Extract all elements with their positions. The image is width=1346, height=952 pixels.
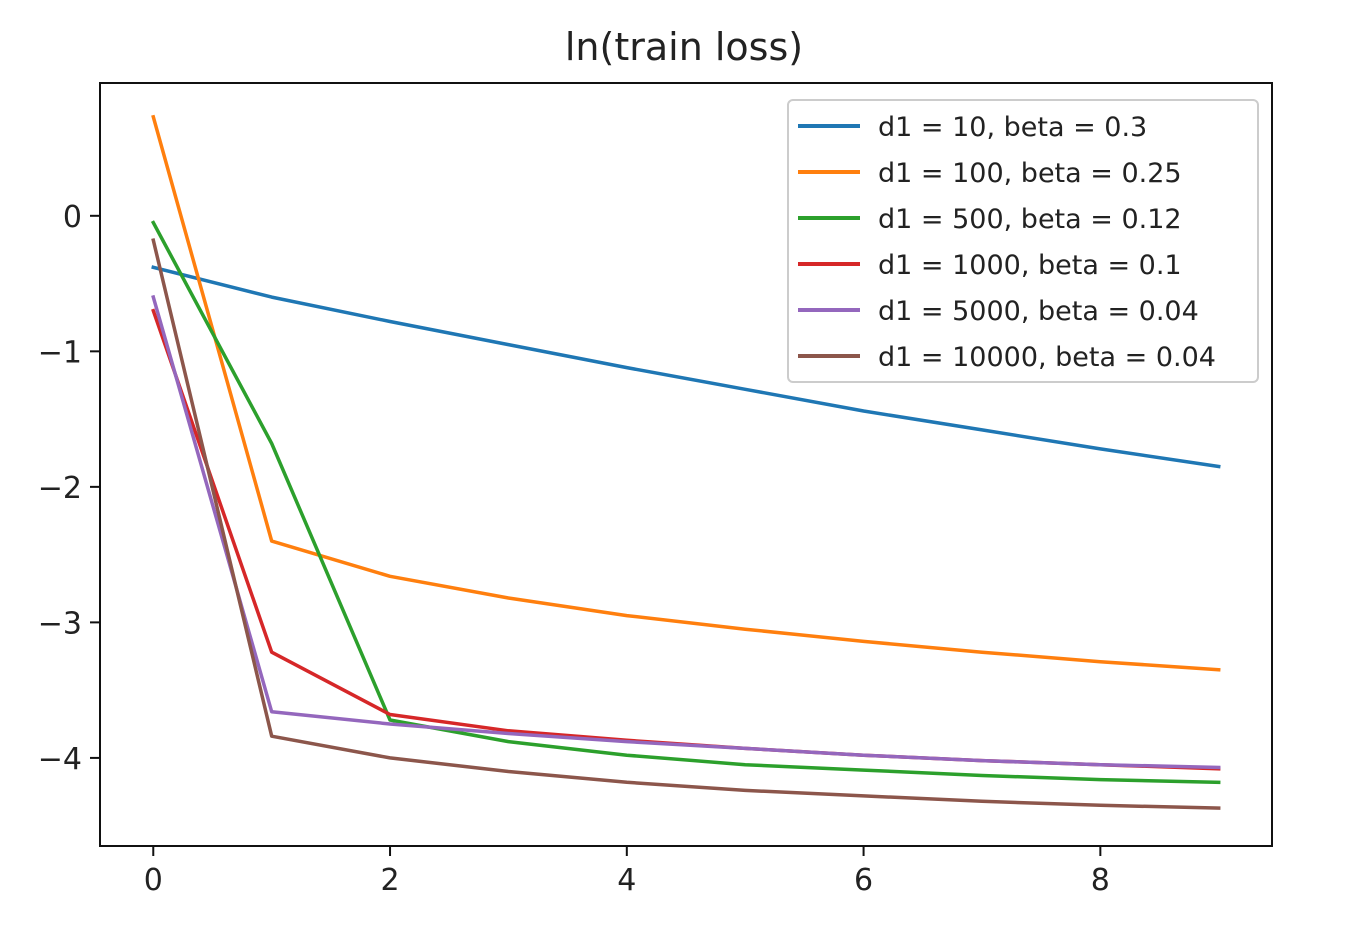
legend: d1 = 10, beta = 0.3 d1 = 100, beta = 0.25… (787, 99, 1259, 383)
series-line-5 (151, 238, 1221, 810)
legend-label-2: d1 = 500, beta = 0.12 (878, 204, 1182, 235)
y-tick-label: 0 (63, 200, 82, 235)
legend-label-1: d1 = 100, beta = 0.25 (878, 158, 1182, 189)
x-tick-label: 2 (380, 863, 399, 898)
series-line-2 (150, 220, 1221, 785)
series-line-0 (151, 265, 1221, 469)
plot-frame (99, 82, 1273, 847)
legend-label-3: d1 = 1000, beta = 0.1 (878, 250, 1182, 281)
series-layer (150, 114, 1221, 810)
x-tick-label: 8 (1091, 863, 1110, 898)
x-tick-label: 6 (854, 863, 873, 898)
x-tick-label: 4 (617, 863, 636, 898)
y-tick-label: −1 (38, 335, 82, 370)
legend-box (787, 99, 1259, 383)
legend-label-0: d1 = 10, beta = 0.3 (878, 112, 1147, 143)
chart-title: ln(train loss) (565, 25, 803, 69)
y-tick-label: −2 (38, 471, 82, 506)
y-tick-label: −4 (38, 742, 82, 777)
series-line-1 (151, 114, 1221, 672)
y-tick-label: −3 (38, 606, 82, 641)
x-axis: 0 2 4 6 8 (144, 846, 1110, 898)
y-axis: 0 −1 −2 −3 −4 (38, 200, 100, 777)
x-tick-label: 0 (144, 863, 163, 898)
legend-label-4: d1 = 5000, beta = 0.04 (878, 296, 1199, 327)
series-line-4 (151, 294, 1221, 770)
legend-label-5: d1 = 10000, beta = 0.04 (878, 342, 1216, 373)
